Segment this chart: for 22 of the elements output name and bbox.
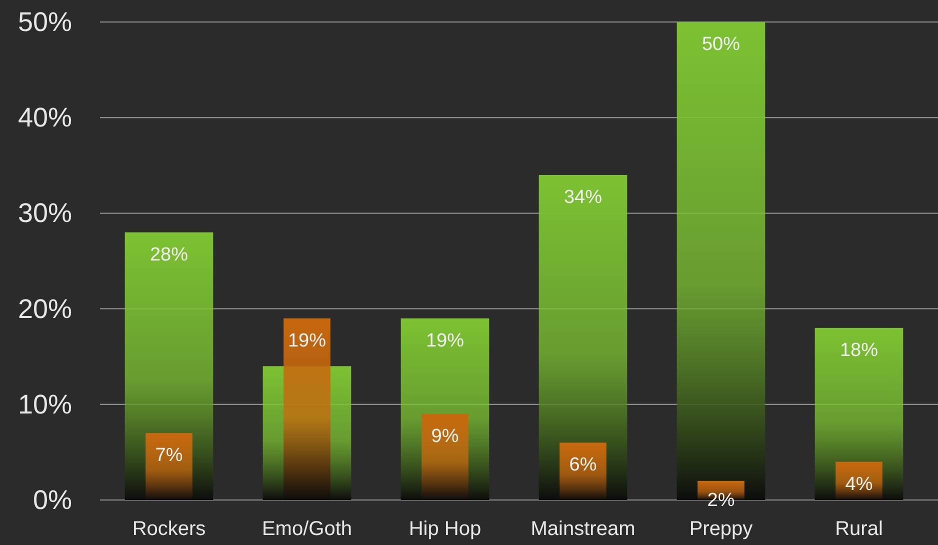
- data-label: 9%: [431, 426, 459, 447]
- data-label: 7%: [155, 445, 183, 466]
- x-tick-label: Mainstream: [530, 518, 636, 540]
- data-label: 50%: [702, 34, 740, 55]
- data-label: 19%: [288, 330, 326, 352]
- data-label: 34%: [564, 186, 602, 208]
- y-tick-label: 50%: [18, 7, 72, 37]
- y-tick-label: 30%: [18, 198, 72, 228]
- x-tick-label: Preppy: [689, 518, 753, 540]
- y-tick-label: 20%: [18, 294, 72, 324]
- x-tick-label: Rockers: [132, 518, 206, 540]
- x-tick-label: Rural: [835, 518, 883, 540]
- x-tick-label: Hip Hop: [408, 518, 482, 540]
- data-label: 18%: [840, 340, 878, 361]
- y-tick-label: 10%: [18, 389, 72, 420]
- x-tick-label: Emo/Goth: [262, 518, 352, 540]
- y-tick-label: 0%: [32, 485, 72, 515]
- data-label: 19%: [426, 330, 464, 352]
- data-label: 4%: [845, 474, 873, 495]
- data-label: 6%: [569, 454, 597, 476]
- data-label: 28%: [150, 244, 188, 266]
- y-tick-label: 40%: [18, 102, 72, 133]
